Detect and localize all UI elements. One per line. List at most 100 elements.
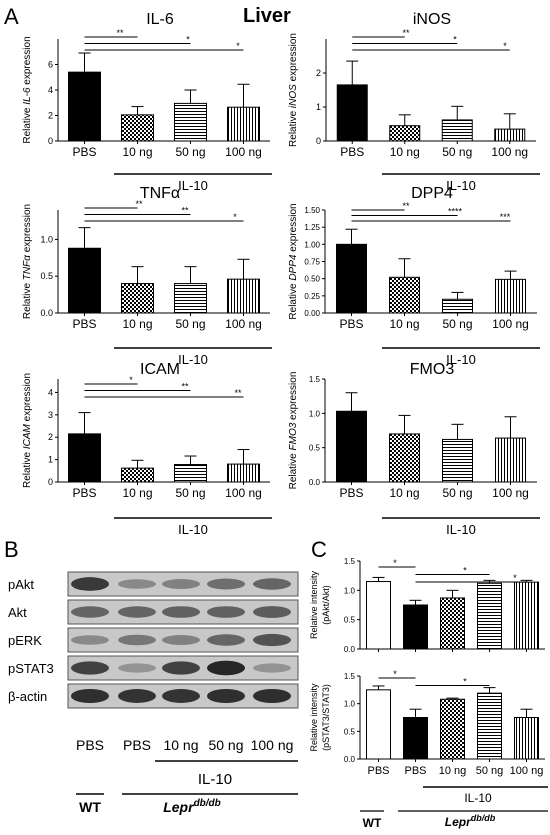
bar-inos-3: [494, 128, 526, 142]
y-axis-label-gene: IL-6: [22, 87, 33, 105]
blot-band: [253, 578, 291, 590]
x-tick-label: PBS: [367, 765, 389, 777]
y-tick-label: 1.0: [344, 700, 356, 709]
y-tick-label: 1.50: [304, 206, 320, 215]
bar-inos-2: [441, 119, 473, 142]
x-tick-label: 100 ng: [510, 765, 544, 777]
blot-lepr-text: Lepr: [163, 799, 195, 815]
group-label: IL-10: [178, 178, 208, 193]
bar-icam-1: [121, 467, 154, 483]
y-tick-label: 1.00: [304, 240, 320, 249]
y-tick-label: 0: [48, 477, 53, 487]
c-wt-label: WT: [363, 816, 382, 830]
sig-label: *: [463, 566, 467, 576]
bar-dpp4-1: [389, 276, 420, 314]
bar-pstat3-4: [514, 717, 539, 760]
sig-label: **: [181, 382, 189, 392]
blot-band: [162, 606, 200, 618]
y-tick-label: 0.0: [40, 308, 53, 318]
x-tick-label: PBS: [72, 486, 96, 500]
bar-tnfa-0: [68, 247, 101, 314]
y-tick-label: 4: [48, 85, 53, 95]
y-tick-label: 2: [48, 432, 53, 442]
y-axis-label-gene: TNFα: [22, 255, 33, 280]
c-lepr-text: Lepr: [445, 815, 472, 829]
x-tick-label: 10 ng: [389, 486, 419, 500]
bar-tnfa-3: [227, 278, 260, 314]
sig-label: ***: [500, 212, 511, 222]
y-tick-label: 1.0: [344, 586, 356, 595]
sig-label: *: [129, 375, 133, 385]
sig-label: **: [402, 28, 410, 38]
x-tick-label: 50 ng: [175, 486, 205, 500]
chart-pstat3: Relative intensity (pSTAT3/STAT3) 0.0 0.5 1.…: [309, 669, 545, 777]
blot-lane-label: 100 ng: [251, 737, 294, 753]
x-tick-label: 10 ng: [439, 765, 467, 777]
liver-title: Liver: [243, 5, 291, 27]
y-axis-label-gene: DPP4: [288, 254, 299, 281]
sig-label: *: [393, 558, 397, 568]
panel-b-letter: B: [4, 537, 19, 562]
y-tick-label: 0.5: [309, 444, 321, 453]
y-tick-label: 0.00: [304, 309, 320, 318]
bar-fmo3-0: [336, 410, 367, 483]
blot-lane-label: PBS: [76, 737, 104, 753]
panel-c-letter: C: [311, 537, 327, 562]
sig-label: *: [513, 573, 517, 583]
blot-row-label: Akt: [8, 605, 27, 620]
bar-il6-2: [174, 102, 207, 142]
bar-icam-3: [227, 463, 260, 483]
bar-icam-0: [68, 433, 101, 483]
x-tick-label: 10 ng: [390, 145, 420, 159]
y-tick-label: 2: [48, 111, 53, 121]
x-tick-label: 50 ng: [442, 145, 472, 159]
sig-label: **: [116, 28, 124, 38]
y-tick-label: 0.0: [344, 645, 356, 654]
bar-inos-1: [389, 125, 421, 142]
sig-label: ****: [448, 207, 463, 217]
y-tick-label: 1.0: [40, 234, 53, 244]
y-axis-label-gene: FMO3: [288, 422, 299, 450]
x-tick-label: 100 ng: [225, 145, 262, 159]
blot-row-label: pAkt: [8, 577, 34, 592]
group-label: IL-10: [446, 352, 476, 367]
blot-band: [118, 579, 156, 589]
y-axis-label-line: (pSTAT3/STAT3): [321, 684, 331, 751]
sig-label: **: [135, 199, 143, 209]
blot-lepr-label: Leprdb/db: [163, 798, 221, 815]
sig-label: **: [181, 206, 189, 216]
chart-title-dpp4: DPP4: [411, 185, 453, 202]
y-axis-label: Relative TNFα expression: [22, 204, 33, 319]
y-axis-label: Relative intensity (pAkt/Akt): [309, 570, 331, 639]
y-axis-label-suffix: expression: [288, 372, 299, 423]
chart-title-icam: ICAM: [140, 361, 180, 378]
x-tick-label: 100 ng: [225, 486, 262, 500]
x-tick-label: 100 ng: [492, 486, 529, 500]
bar-pstat3-0: [366, 689, 391, 760]
blot-band: [118, 689, 156, 703]
y-tick-label: 0: [316, 136, 321, 146]
y-tick-label: 1.25: [304, 223, 320, 232]
y-axis-label-suffix: expression: [22, 373, 33, 424]
blot-band: [118, 663, 156, 673]
blot-band: [207, 578, 245, 590]
blot-band: [71, 688, 109, 704]
sig-label: *: [236, 41, 240, 51]
x-tick-label: PBS: [339, 317, 363, 331]
y-tick-label: 1: [316, 102, 321, 112]
x-tick-label: 50 ng: [175, 317, 205, 331]
y-axis-label-gene: iNOS: [288, 84, 299, 108]
c-lepr-label: Leprdb/db: [445, 813, 496, 829]
y-axis-label-line: Relative intensity: [309, 570, 319, 639]
x-tick-label: 100 ng: [492, 317, 529, 331]
y-axis-label-line: Relative intensity: [309, 683, 319, 752]
bar-fmo3-2: [442, 438, 473, 483]
y-axis-label-prefix: Relative: [288, 451, 299, 490]
chart-title-tnfa: TNFα: [140, 185, 180, 202]
bar-il6-0: [68, 71, 101, 142]
x-tick-label: PBS: [340, 145, 364, 159]
